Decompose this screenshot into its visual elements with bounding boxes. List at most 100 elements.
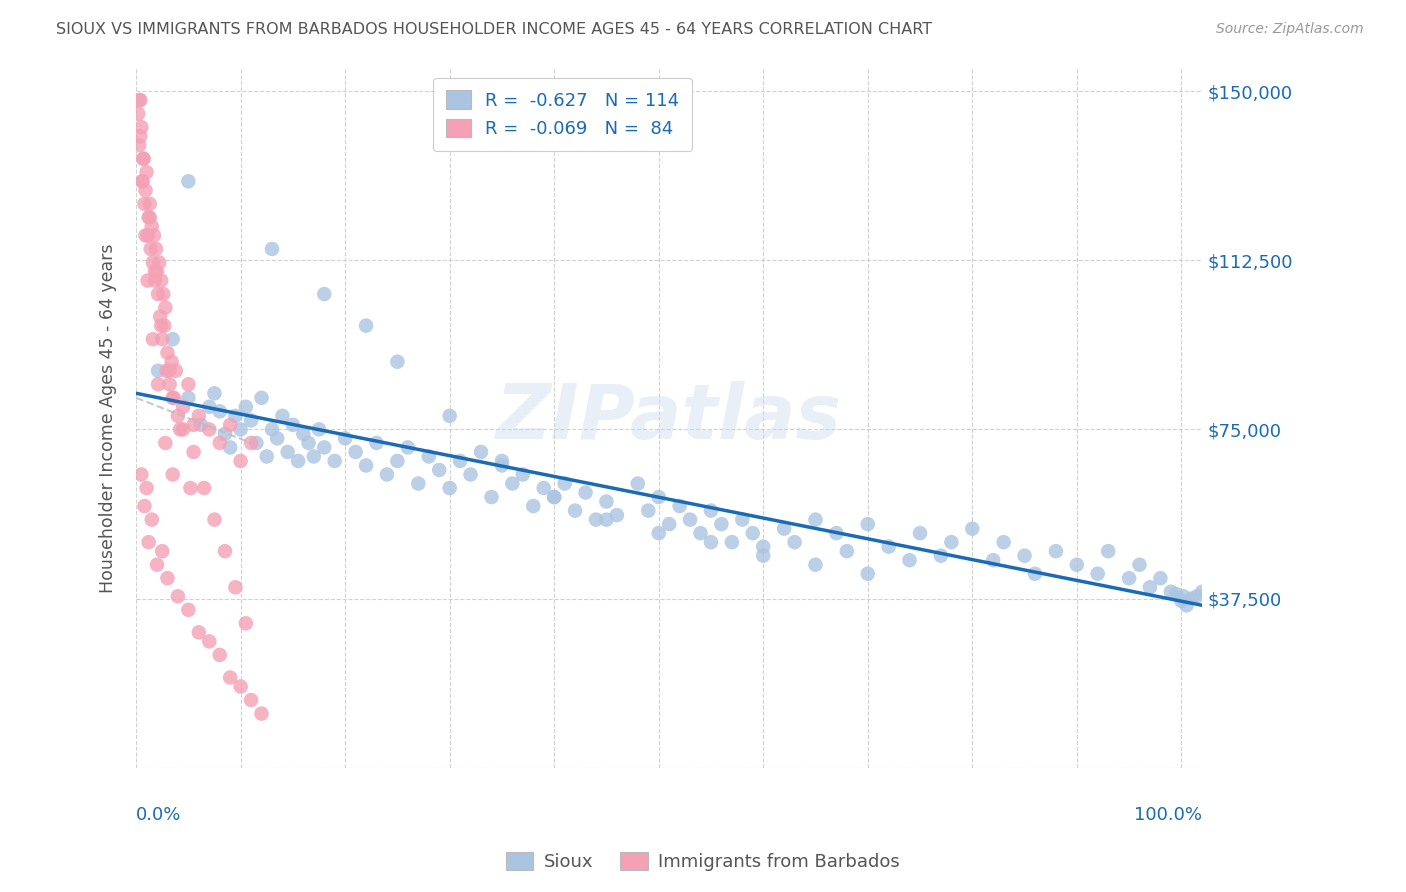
- Point: [1024, 566, 1046, 581]
- Point: [501, 476, 523, 491]
- Text: SIOUX VS IMMIGRANTS FROM BARBADOS HOUSEHOLDER INCOME AGES 45 - 64 YEARS CORRELAT: SIOUX VS IMMIGRANTS FROM BARBADOS HOUSEH…: [56, 22, 932, 37]
- Point: [731, 513, 754, 527]
- Point: [129, 129, 152, 144]
- Point: [1014, 549, 1036, 563]
- Point: [941, 535, 963, 549]
- Point: [783, 535, 806, 549]
- Point: [155, 364, 177, 378]
- Point: [1160, 584, 1182, 599]
- Point: [366, 436, 388, 450]
- Point: [1139, 580, 1161, 594]
- Point: [131, 120, 153, 135]
- Text: 100.0%: 100.0%: [1135, 806, 1202, 824]
- Point: [470, 445, 492, 459]
- Point: [187, 409, 209, 423]
- Point: [138, 211, 160, 225]
- Point: [159, 377, 181, 392]
- Point: [148, 255, 170, 269]
- Point: [204, 386, 226, 401]
- Point: [127, 106, 149, 120]
- Point: [146, 287, 169, 301]
- Point: [208, 436, 231, 450]
- Point: [585, 513, 607, 527]
- Point: [1097, 544, 1119, 558]
- Point: [439, 409, 461, 423]
- Point: [142, 332, 165, 346]
- Point: [240, 413, 263, 427]
- Point: [139, 242, 162, 256]
- Point: [183, 417, 205, 432]
- Point: [314, 287, 336, 301]
- Point: [668, 499, 690, 513]
- Point: [679, 513, 702, 527]
- Point: [281, 417, 304, 432]
- Point: [146, 377, 169, 392]
- Point: [354, 318, 377, 333]
- Point: [177, 377, 200, 392]
- Point: [142, 255, 165, 269]
- Point: [208, 648, 231, 662]
- Point: [648, 490, 671, 504]
- Point: [134, 197, 156, 211]
- Point: [314, 441, 336, 455]
- Point: [302, 450, 325, 464]
- Point: [1191, 584, 1213, 599]
- Point: [143, 264, 166, 278]
- Point: [962, 522, 984, 536]
- Point: [606, 508, 628, 522]
- Point: [522, 499, 544, 513]
- Point: [250, 706, 273, 721]
- Point: [142, 228, 165, 243]
- Point: [131, 174, 153, 188]
- Point: [323, 454, 346, 468]
- Point: [204, 513, 226, 527]
- Point: [344, 445, 367, 459]
- Point: [396, 441, 419, 455]
- Point: [574, 485, 596, 500]
- Point: [167, 409, 190, 423]
- Point: [856, 517, 879, 532]
- Point: [177, 174, 200, 188]
- Point: [235, 616, 257, 631]
- Legend: R =  -0.627   N = 114, R =  -0.069   N =  84: R = -0.627 N = 114, R = -0.069 N = 84: [433, 78, 692, 151]
- Point: [198, 634, 221, 648]
- Legend: Sioux, Immigrants from Barbados: Sioux, Immigrants from Barbados: [499, 845, 907, 879]
- Point: [700, 503, 723, 517]
- Y-axis label: Householder Income Ages 45 - 64 years: Householder Income Ages 45 - 64 years: [100, 244, 117, 593]
- Point: [595, 513, 617, 527]
- Point: [1175, 599, 1198, 613]
- Point: [449, 454, 471, 468]
- Point: [159, 364, 181, 378]
- Point: [136, 273, 159, 287]
- Point: [132, 152, 155, 166]
- Point: [131, 174, 153, 188]
- Point: [292, 426, 315, 441]
- Point: [908, 526, 931, 541]
- Point: [146, 264, 169, 278]
- Point: [162, 391, 184, 405]
- Point: [387, 454, 409, 468]
- Point: [152, 287, 174, 301]
- Point: [266, 431, 288, 445]
- Point: [1128, 558, 1150, 572]
- Point: [752, 540, 775, 554]
- Point: [219, 441, 242, 455]
- Point: [141, 219, 163, 234]
- Point: [752, 549, 775, 563]
- Point: [250, 391, 273, 405]
- Point: [132, 152, 155, 166]
- Point: [129, 93, 152, 107]
- Point: [235, 400, 257, 414]
- Point: [554, 476, 576, 491]
- Point: [198, 400, 221, 414]
- Point: [354, 458, 377, 473]
- Point: [993, 535, 1015, 549]
- Point: [564, 503, 586, 517]
- Point: [134, 499, 156, 513]
- Point: [297, 436, 319, 450]
- Point: [165, 364, 187, 378]
- Point: [408, 476, 430, 491]
- Point: [150, 273, 173, 287]
- Point: [150, 332, 173, 346]
- Point: [1066, 558, 1088, 572]
